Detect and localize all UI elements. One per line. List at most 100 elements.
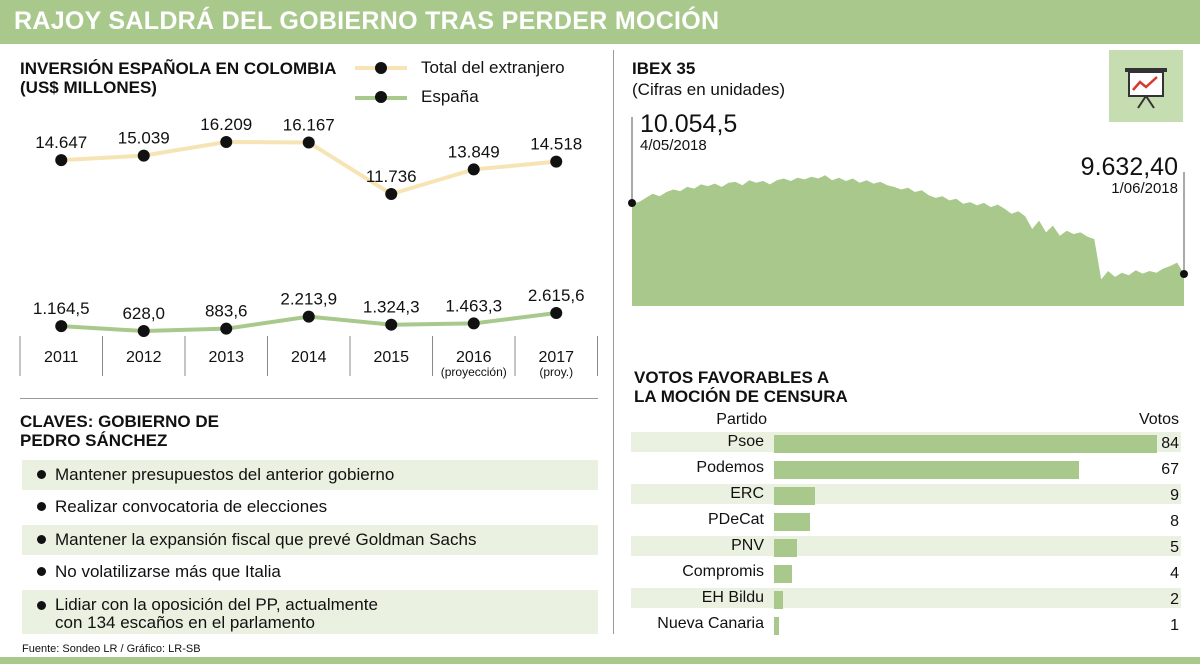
data-label: 16.167 [283,115,335,134]
vote-party-label: Podemos [696,459,764,476]
x-tick-label: 2011 [44,349,79,366]
data-label: 11.736 [366,167,417,186]
legend-total-label: Total del extranjero [421,58,565,77]
vote-value-label: 84 [1161,435,1179,452]
vote-bar [774,435,1157,453]
vote-party-label: PNV [731,537,764,554]
data-point [302,136,315,149]
vote-row: EH Bildu 2 [631,588,1181,609]
x-tick-label: 2012 [126,349,162,366]
claves-title-line1: CLAVES: GOBIERNO DE [20,412,219,431]
vote-value-label: 67 [1161,461,1179,478]
ibex-start-date: 4/05/2018 [640,137,707,154]
investment-line-chart: 14.647 15.039 16.209 16.167 11.736 13.849 14.5… [19,115,598,379]
data-label: 13.849 [448,142,500,161]
ibex-end-value: 9.632,40 [1080,153,1178,181]
vote-party-label: PDeCat [707,511,764,528]
ibex-start-value: 10.054,5 [640,110,738,138]
data-point [467,163,480,176]
data-label: 2.615,6 [528,286,585,305]
claves-item-text: Mantener presupuestos del anterior gobie… [55,465,395,484]
x-tick-label: 2014 [291,349,327,366]
ibex-area-chart [628,117,1188,306]
vote-value-label: 1 [1170,617,1179,634]
data-point [385,318,398,331]
vote-value-label: 2 [1170,591,1179,608]
bullet-icon [37,567,46,576]
vote-value-label: 8 [1170,513,1179,530]
vote-party-label: EH Bildu [701,589,764,606]
vote-party-label: Nueva Canaria [657,615,764,632]
data-point [220,136,233,148]
data-point [137,325,150,337]
vote-bar [774,617,779,635]
claves-title: CLAVES: GOBIERNO DE PEDRO SÁNCHEZ [20,412,219,450]
vote-value-label: 5 [1170,539,1179,556]
data-point [385,188,398,200]
votes-col-votes: Votos [1138,411,1179,428]
footer-source: Fuente: Sondeo LR / Gráfico: LR-SB [22,643,201,655]
data-label: 14.518 [530,135,582,154]
ibex-area [632,175,1184,306]
investment-title-line2: (US$ MILLONES) [20,78,157,97]
vote-value-label: 9 [1170,487,1179,504]
bullet-icon [37,502,46,511]
x-tick-note: (proyección) [441,365,507,379]
data-point [137,149,150,162]
data-point [220,322,233,335]
end-point [1180,270,1188,278]
vote-party-label: ERC [730,485,764,502]
start-point [628,199,636,207]
votes-title-line1: VOTOS FAVORABLES A [634,368,830,387]
claves-item-text: Lidiar con la oposición del PP, actualme… [55,596,378,632]
bullet-icon [37,535,46,544]
bullet-icon [37,470,46,479]
vote-row: Nueva Canaria 1 [631,614,1181,635]
vote-bar [774,487,816,505]
vote-value-label: 4 [1170,565,1179,582]
x-tick-note: (proy.) [539,365,573,379]
vote-row: ERC 9 [631,484,1181,505]
vote-bar [774,513,811,531]
data-label: 2.213,9 [280,290,337,309]
legend-total-marker [375,62,387,74]
claves-item-text: No volatilizarse más que Italia [55,562,281,581]
vote-bar [774,565,793,583]
claves-title-line2: PEDRO SÁNCHEZ [20,431,168,450]
claves-item: Mantener la expansión fiscal que prevé G… [22,525,598,555]
claves-item: Realizar convocatoria de elecciones [22,492,598,522]
vote-row: Podemos 67 [631,458,1181,479]
claves-item: Lidiar con la oposición del PP, actualme… [22,590,598,634]
vote-row: PDeCat 8 [631,510,1181,531]
vote-row: Compromis 4 [631,562,1181,583]
ibex-end-date: 1/06/2018 [1111,180,1178,197]
x-tick-label: 2016 [456,349,492,366]
claves-item-text-line2: con 134 escaños en el parlamento [55,613,315,632]
vote-row: PNV 5 [631,536,1181,557]
legend-espana-marker [375,91,387,103]
data-label: 1.324,3 [363,298,420,317]
data-label: 1.164,5 [33,299,90,318]
data-label: 1.463,3 [445,296,502,315]
x-tick-label: 2017 [538,349,574,366]
votes-title-line2: LA MOCIÓN DE CENSURA [634,387,848,406]
claves-item: No volatilizarse más que Italia [22,557,598,587]
investment-title: INVERSIÓN ESPAÑOLA EN COLOMBIA (US$ MILL… [20,59,336,97]
votes-col-party: Partido [716,411,767,428]
ibex-title: IBEX 35 [632,59,696,78]
ibex-subtitle: (Cifras en unidades) [632,80,786,99]
data-point [550,307,563,319]
votes-title: VOTOS FAVORABLES A LA MOCIÓN DE CENSURA [634,368,848,406]
vote-party-label: Psoe [727,433,764,450]
legend-espana-label: España [421,87,479,106]
data-point [550,155,563,168]
data-point [55,320,68,333]
claves-item-text: Realizar convocatoria de elecciones [55,497,328,516]
vote-bar [774,539,797,557]
data-point [467,317,480,330]
vote-bar [774,591,784,609]
vote-party-label: Compromis [682,563,764,580]
title-banner: RAJOY SALDRÁ DEL GOBIERNO TRAS PERDER MO… [0,0,1200,44]
presentation-chart-icon [1109,50,1183,122]
data-label: 14.647 [35,133,87,152]
